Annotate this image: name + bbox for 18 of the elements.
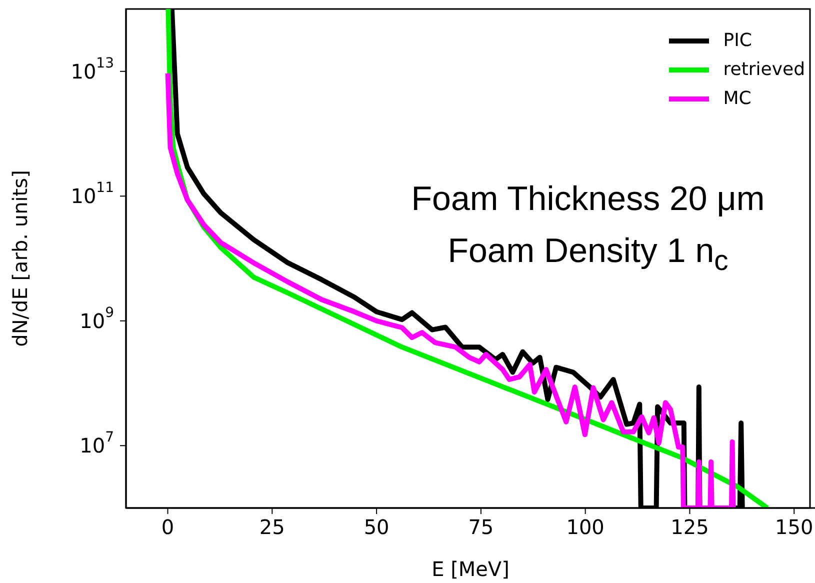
- x-tick-label: 50: [364, 515, 390, 539]
- y-axis-title: dN/dE [arb. units]: [8, 170, 32, 347]
- x-tick-label: 25: [259, 515, 285, 539]
- y-tick-label: 10$^{13}$: [70, 55, 114, 84]
- legend-label: MC: [723, 88, 752, 109]
- annotation: Foam Thickness 20 μm: [410, 179, 766, 220]
- x-tick-label: 150: [775, 515, 814, 539]
- y-tick-label: 10$^{11}$: [70, 180, 114, 208]
- y-tick-label: 10$^{9}$: [80, 304, 114, 333]
- x-tick-label: 75: [468, 515, 494, 539]
- y-tick-label: 10$^{7}$: [80, 430, 114, 458]
- x-tick-label: 125: [670, 515, 709, 539]
- x-axis-title: E [MeV]: [432, 557, 510, 581]
- legend-label: PIC: [723, 30, 752, 51]
- x-tick-label: 100: [566, 515, 604, 539]
- x-tick-label: 0: [161, 515, 174, 539]
- legend-label: retrieved: [723, 59, 805, 80]
- annotation: Foam Density 1 n$_{c}$: [446, 231, 730, 279]
